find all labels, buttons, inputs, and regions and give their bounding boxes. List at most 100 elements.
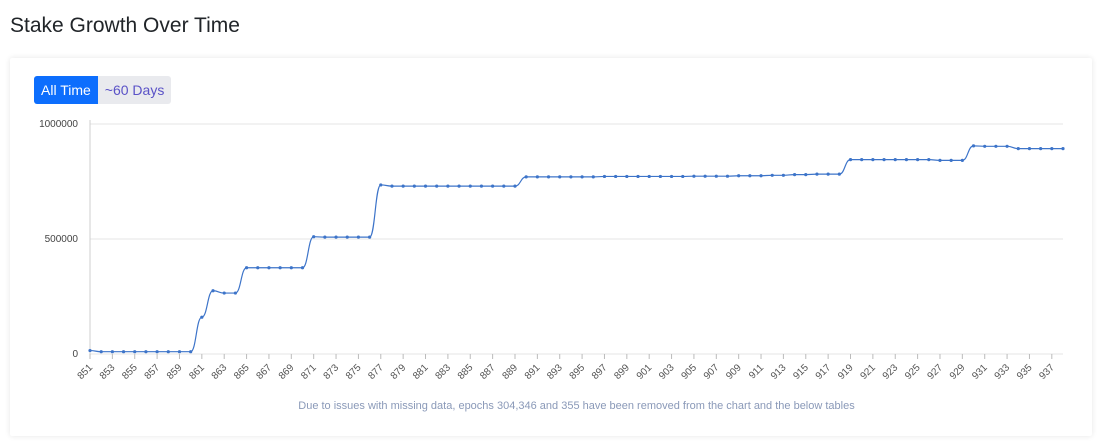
data-point[interactable] [949, 158, 953, 162]
data-point[interactable] [300, 266, 305, 270]
x-tick-label: 871 [299, 362, 319, 382]
data-point[interactable] [468, 184, 472, 188]
data-point[interactable] [457, 184, 461, 188]
data-point[interactable] [144, 350, 148, 354]
data-point[interactable] [513, 184, 517, 188]
data-point[interactable] [166, 350, 170, 354]
data-point[interactable] [1016, 147, 1020, 151]
data-point[interactable] [1027, 147, 1032, 151]
data-point[interactable] [323, 235, 327, 239]
data-point[interactable] [591, 175, 595, 179]
data-point[interactable] [725, 174, 730, 178]
data-point[interactable] [244, 266, 249, 270]
data-point[interactable] [345, 235, 349, 239]
data-point[interactable] [289, 266, 293, 270]
data-point[interactable] [211, 289, 215, 293]
x-tick-label: 863 [210, 362, 230, 382]
data-point[interactable] [334, 235, 338, 239]
data-point[interactable] [189, 350, 193, 354]
data-point[interactable] [267, 266, 271, 270]
data-point[interactable] [390, 184, 394, 188]
data-point[interactable] [860, 158, 864, 162]
data-point[interactable] [714, 174, 718, 178]
data-point[interactable] [792, 173, 797, 177]
data-point[interactable] [692, 174, 696, 178]
data-point[interactable] [446, 184, 450, 188]
data-point[interactable] [960, 158, 964, 162]
data-point[interactable] [871, 158, 875, 162]
data-point[interactable] [1061, 147, 1065, 151]
data-point[interactable] [837, 172, 841, 176]
data-point[interactable] [625, 174, 629, 179]
data-point[interactable] [1050, 147, 1054, 151]
data-point[interactable] [602, 174, 607, 179]
data-point[interactable] [614, 174, 618, 179]
data-point[interactable] [569, 175, 573, 179]
data-point[interactable] [99, 350, 103, 354]
data-point[interactable] [412, 184, 416, 188]
data-point[interactable] [882, 158, 886, 162]
data-point[interactable] [233, 291, 237, 295]
data-point[interactable] [938, 158, 942, 162]
data-point[interactable] [401, 184, 405, 188]
data-point[interactable] [848, 158, 853, 162]
data-point[interactable] [826, 172, 830, 176]
data-point[interactable] [1005, 144, 1009, 148]
data-point[interactable] [535, 175, 539, 179]
data-point[interactable] [636, 174, 640, 179]
data-point[interactable] [379, 183, 383, 187]
data-point[interactable] [658, 174, 662, 179]
x-tick-label: 873 [322, 362, 342, 382]
x-tick-label: 925 [903, 362, 923, 382]
data-point[interactable] [770, 173, 774, 177]
data-point[interactable] [155, 350, 159, 354]
data-point[interactable] [121, 350, 126, 354]
y-tick-label: 1000000 [39, 119, 78, 130]
data-point[interactable] [524, 175, 528, 179]
data-point[interactable] [110, 350, 114, 354]
data-point[interactable] [502, 184, 506, 188]
data-point[interactable] [435, 184, 439, 188]
data-point[interactable] [88, 348, 92, 353]
data-point[interactable] [781, 173, 786, 177]
data-point[interactable] [356, 235, 361, 239]
data-point[interactable] [479, 184, 484, 188]
data-point[interactable] [804, 173, 808, 177]
data-point[interactable] [200, 315, 204, 319]
data-point[interactable] [367, 235, 372, 239]
data-point[interactable] [546, 175, 551, 179]
data-point[interactable] [994, 144, 998, 148]
data-point[interactable] [759, 174, 763, 178]
data-point[interactable] [927, 158, 931, 162]
all-time-button[interactable]: All Time [34, 76, 98, 104]
data-point[interactable] [669, 174, 674, 179]
x-tick-label: 889 [501, 362, 521, 382]
data-point[interactable] [737, 174, 741, 178]
data-point[interactable] [971, 144, 976, 148]
data-point[interactable] [256, 266, 260, 270]
data-point[interactable] [815, 172, 819, 176]
sixty-days-button[interactable]: ~60 Days [97, 76, 172, 104]
data-point[interactable] [893, 158, 897, 162]
data-point[interactable] [491, 184, 495, 188]
data-point[interactable] [423, 184, 428, 188]
data-point[interactable] [647, 174, 651, 179]
data-point[interactable] [177, 350, 182, 354]
data-point[interactable] [133, 350, 137, 354]
data-point[interactable] [558, 175, 562, 179]
x-tick-label: 899 [612, 362, 632, 382]
data-point[interactable] [278, 266, 282, 270]
x-tick-label: 875 [344, 362, 364, 382]
data-point[interactable] [916, 158, 920, 162]
data-point[interactable] [580, 175, 584, 179]
data-point[interactable] [904, 158, 909, 162]
data-point[interactable] [748, 174, 752, 178]
data-point[interactable] [703, 174, 707, 178]
data-point[interactable] [1039, 147, 1043, 151]
data-point[interactable] [681, 174, 685, 179]
data-point[interactable] [983, 144, 987, 148]
x-tick-label: 921 [858, 362, 878, 382]
series-line [89, 145, 1064, 353]
data-point[interactable] [312, 235, 316, 239]
data-point[interactable] [222, 291, 226, 295]
